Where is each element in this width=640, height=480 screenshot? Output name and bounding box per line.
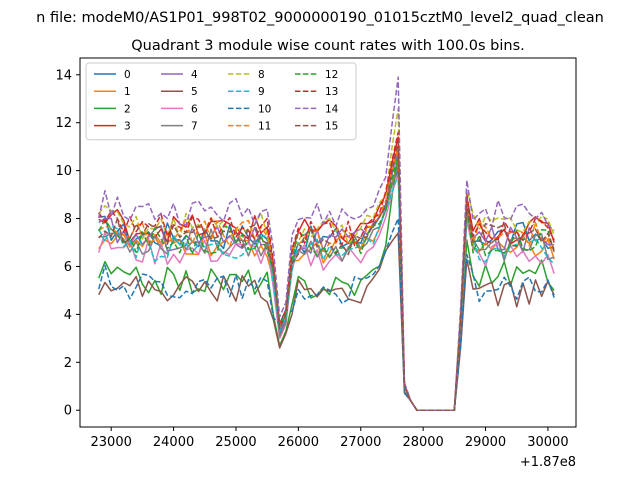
series-line-1 — [98, 160, 555, 411]
legend-label-13: 13 — [325, 86, 338, 98]
x-axis: 23000 24000 25000 26000 27000 28000 29000 30000 — [91, 427, 569, 450]
legend-label-10: 10 — [258, 103, 271, 115]
legend-label-1: 1 — [124, 86, 131, 98]
series-line-8 — [98, 107, 555, 411]
legend-label-15: 15 — [325, 121, 338, 133]
legend-label-12: 12 — [325, 69, 338, 81]
x-tick-label: 27000 — [340, 435, 381, 450]
legend-box — [85, 62, 357, 141]
legend-label-3: 3 — [124, 121, 131, 133]
series-line-12 — [98, 155, 555, 411]
legend-label-7: 7 — [191, 121, 198, 133]
series-line-10 — [97, 217, 555, 411]
plot-area: 23000 24000 25000 26000 27000 28000 29000 30000… — [55, 57, 577, 470]
series-line-11 — [98, 145, 555, 411]
series-line-14 — [97, 76, 555, 411]
series-line-6 — [98, 172, 555, 411]
series-line-15 — [98, 141, 555, 411]
chart-title: Quadrant 3 module wise count rates with … — [131, 38, 525, 54]
y-tick-label: 10 — [55, 164, 72, 179]
legend-label-0: 0 — [124, 69, 131, 81]
legend-label-2: 2 — [124, 103, 131, 115]
legend-label-6: 6 — [191, 103, 198, 115]
axes-frame — [79, 57, 577, 428]
series-line-4 — [98, 148, 555, 411]
x-tick-label: 24000 — [153, 435, 194, 450]
y-tick-label: 2 — [64, 356, 72, 371]
series-line-7 — [98, 165, 555, 411]
series-line-13 — [98, 131, 555, 411]
series-line-2 — [98, 150, 555, 411]
y-tick-label: 4 — [64, 308, 72, 323]
series-line-3 — [98, 136, 555, 411]
legend-label-4: 4 — [191, 69, 198, 81]
series-layer — [97, 76, 555, 411]
legend-label-8: 8 — [258, 69, 265, 81]
legend-label-9: 9 — [258, 86, 265, 98]
y-tick-label: 6 — [64, 260, 72, 275]
y-tick-label: 8 — [64, 212, 72, 227]
x-tick-label: 30000 — [527, 435, 568, 450]
y-tick-label: 0 — [64, 404, 72, 419]
x-tick-label: 25000 — [215, 435, 256, 450]
x-tick-label: 26000 — [278, 435, 319, 450]
y-axis: 0 2 4 6 8 10 12 14 — [55, 68, 80, 419]
x-tick-label: 28000 — [402, 435, 443, 450]
y-tick-label: 12 — [55, 116, 72, 131]
legend-label-11: 11 — [258, 121, 271, 133]
figure-suptitle: n file: modeM0/AS1P01_998T02_9000000190_… — [36, 10, 604, 26]
y-tick-label: 14 — [55, 68, 72, 83]
legend-label-5: 5 — [191, 86, 198, 98]
legend-label-14: 14 — [325, 103, 339, 115]
series-line-5 — [98, 232, 555, 411]
x-offset-label: +1.87e8 — [520, 455, 576, 470]
x-tick-label: 29000 — [465, 435, 506, 450]
x-tick-label: 23000 — [91, 435, 132, 450]
